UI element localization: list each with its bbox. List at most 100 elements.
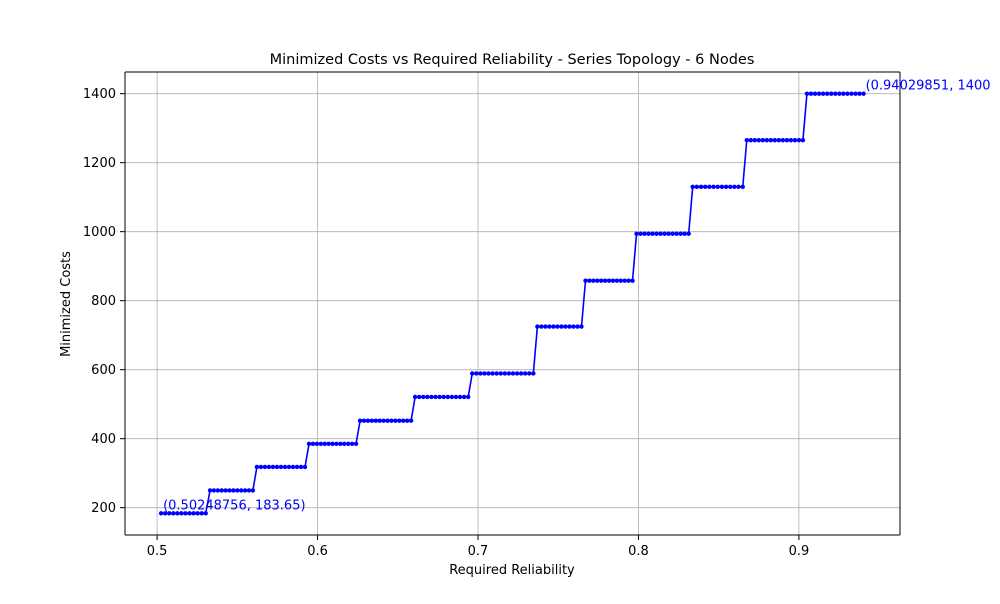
y-axis-label: Minimized Costs — [59, 251, 74, 357]
data-point — [514, 371, 520, 376]
data-point — [622, 278, 627, 283]
data-point — [833, 91, 838, 96]
data-point — [502, 371, 508, 376]
x-tick-label: 0.6 — [307, 544, 328, 559]
data-point — [804, 91, 810, 96]
data-point — [478, 371, 483, 376]
data-point — [361, 418, 367, 423]
data-point — [239, 488, 244, 493]
y-tick-label: 200 — [91, 501, 116, 516]
data-point — [490, 371, 495, 376]
y-tick-label: 400 — [91, 432, 116, 447]
data-point — [535, 324, 540, 329]
data-point — [401, 418, 406, 423]
y-tick-label: 800 — [91, 294, 116, 309]
data-point — [837, 91, 842, 96]
data-point — [318, 441, 323, 447]
data-point — [393, 418, 398, 423]
data-point — [506, 371, 512, 376]
data-point — [610, 278, 616, 283]
data-point — [694, 184, 700, 190]
data-point — [266, 464, 272, 470]
data-point — [223, 488, 228, 493]
data-point — [678, 231, 683, 236]
series-layer — [158, 91, 866, 516]
grid — [125, 72, 900, 535]
data-point — [314, 441, 320, 447]
data-point — [385, 418, 390, 423]
data-point — [408, 418, 414, 423]
data-point — [171, 511, 176, 516]
data-point — [776, 138, 782, 143]
data-point — [543, 324, 548, 329]
data-point — [416, 394, 422, 400]
data-point — [357, 418, 363, 423]
data-point — [598, 278, 604, 283]
data-point — [195, 511, 200, 516]
data-point — [258, 464, 264, 470]
data-point — [278, 464, 284, 470]
data-point — [191, 511, 196, 516]
data-point — [381, 418, 386, 423]
data-point — [322, 441, 327, 447]
data-point — [290, 464, 296, 470]
data-point — [567, 324, 572, 329]
data-point — [302, 464, 308, 470]
data-point — [254, 464, 260, 470]
data-point — [231, 488, 236, 493]
data-point — [736, 184, 741, 190]
data-point — [211, 488, 217, 493]
data-point — [482, 371, 487, 376]
data-point — [250, 488, 256, 493]
data-point — [658, 231, 663, 236]
data-point — [377, 418, 382, 423]
data-point — [373, 418, 378, 423]
data-point — [816, 91, 822, 96]
data-point — [808, 91, 814, 96]
data-point — [437, 394, 442, 400]
data-point — [740, 184, 745, 190]
data-point — [812, 91, 818, 96]
data-point — [404, 418, 410, 423]
data-point — [551, 324, 556, 329]
data-point — [175, 511, 180, 516]
data-point — [674, 231, 679, 236]
data-point — [397, 418, 402, 423]
data-point — [179, 511, 184, 516]
data-point — [583, 278, 588, 283]
y-tick-label: 1400 — [83, 87, 116, 102]
data-point — [638, 231, 643, 236]
data-point — [527, 371, 532, 376]
data-point — [286, 464, 292, 470]
y-tick-label: 1200 — [83, 156, 116, 171]
data-point — [326, 441, 331, 447]
data-point — [306, 441, 312, 447]
data-point — [634, 231, 639, 236]
data-point — [518, 371, 524, 376]
data-point — [728, 184, 733, 190]
data-point — [571, 324, 576, 329]
data-point — [215, 488, 221, 493]
x-tick-label: 0.7 — [468, 544, 489, 559]
data-point — [162, 511, 168, 516]
data-point — [349, 441, 355, 447]
y-tick-label: 600 — [91, 363, 116, 378]
data-point — [449, 394, 455, 400]
data-point — [203, 511, 208, 516]
data-point — [274, 464, 280, 470]
data-point — [242, 488, 248, 493]
data-point — [591, 278, 596, 283]
data-point — [744, 138, 749, 143]
data-point — [792, 138, 798, 143]
data-point — [294, 464, 300, 470]
data-point — [486, 371, 491, 376]
data-point — [338, 441, 343, 447]
data-point — [614, 278, 620, 283]
x-axis-label: Required Reliability — [449, 563, 575, 578]
data-point — [474, 371, 479, 376]
data-point — [219, 488, 224, 493]
data-point — [445, 394, 450, 400]
data-point — [587, 278, 592, 283]
